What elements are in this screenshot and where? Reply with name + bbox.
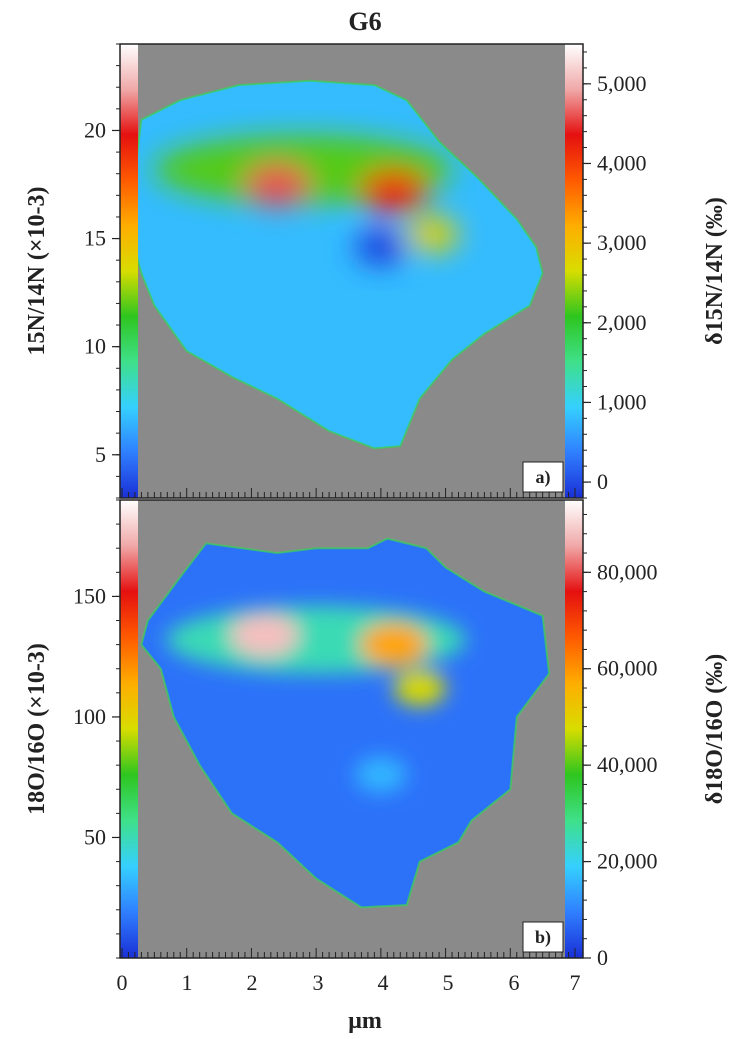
y-tick-label: 10 <box>84 334 106 359</box>
cbar-axis-label: δ18O/16O (‰) <box>702 654 728 804</box>
hotspot-3 <box>359 622 428 667</box>
panel-tag-box <box>522 921 564 953</box>
cbar-tick-label: 0 <box>597 469 608 494</box>
panel-tag-label: b) <box>535 927 551 948</box>
cbar-tick-label: 0 <box>597 945 608 970</box>
cbar-tick-label: 40,000 <box>597 752 658 777</box>
x-tick-label: 6 <box>509 970 520 995</box>
colorbar-left <box>120 44 138 498</box>
chart-title: G6 <box>348 7 381 36</box>
grain-image <box>127 79 544 450</box>
x-tick-label: 2 <box>247 970 258 995</box>
plot-frame <box>119 499 584 959</box>
cbar-tick-label: 5,000 <box>597 71 647 96</box>
x-tick-label: 4 <box>378 970 389 995</box>
hotspot-5 <box>354 756 407 793</box>
grain-edge <box>127 79 544 450</box>
x-tick-label: 3 <box>313 970 324 995</box>
cbar-tick-label: 80,000 <box>597 559 658 584</box>
y-axis-label: 18O/16O (×10-3) <box>24 643 50 815</box>
x-tick-label: 1 <box>182 970 193 995</box>
colorbar-right <box>565 500 583 958</box>
cbar-axis-label: δ15N/14N (‰) <box>702 197 728 345</box>
panel-tag: a) <box>522 461 564 493</box>
colorbar-right <box>565 44 583 498</box>
hotspot-3 <box>359 169 428 214</box>
hotspot-4 <box>393 670 446 707</box>
x-tick-label: 7 <box>570 970 581 995</box>
panel-tag: b) <box>522 921 564 953</box>
y-tick-label: 5 <box>95 442 106 467</box>
panel-a: 5 10 15 20 0 1,000 2,000 3,000 4,000 5,000 a) 15N/1… <box>24 43 728 499</box>
x-axis-label: µm <box>348 1008 382 1034</box>
hotspot-2 <box>243 162 312 207</box>
grain-interior <box>128 80 543 449</box>
cbar-tick-label: 20,000 <box>597 849 658 874</box>
panel-tag-box <box>522 461 564 493</box>
cbar-tick-label: 3,000 <box>597 230 647 255</box>
panel-tag-label: a) <box>536 467 551 488</box>
hotspot-5 <box>354 229 407 266</box>
cbar-tick-label: 2,000 <box>597 310 647 335</box>
hotspot-4 <box>406 216 459 253</box>
y-tick-label: 20 <box>84 117 106 142</box>
colorbar-left <box>120 500 138 958</box>
y-axis-label: 15N/14N (×10-3) <box>24 187 50 356</box>
y-tick-label: 100 <box>73 704 106 729</box>
hotspot-2 <box>230 612 299 657</box>
grain-image <box>140 537 551 909</box>
cbar-tick-label: 4,000 <box>597 150 647 175</box>
y-tick-label: 50 <box>84 824 106 849</box>
x-tick-label: 0 <box>117 970 128 995</box>
y-tick-label: 150 <box>73 583 106 608</box>
cbar-tick-label: 60,000 <box>597 656 658 681</box>
grain-hotspots <box>153 135 459 266</box>
grain-interior <box>141 538 550 908</box>
plot-frame <box>119 43 584 499</box>
grain-hotspots <box>166 605 467 793</box>
grain-edge <box>140 537 551 909</box>
panel-b: 50 100 150 0 20,000 40,000 60,000 80,000 b) 18O/1… <box>24 499 728 970</box>
y-tick-label: 15 <box>84 226 106 251</box>
cbar-tick-label: 1,000 <box>597 389 647 414</box>
x-tick-label: 5 <box>443 970 454 995</box>
